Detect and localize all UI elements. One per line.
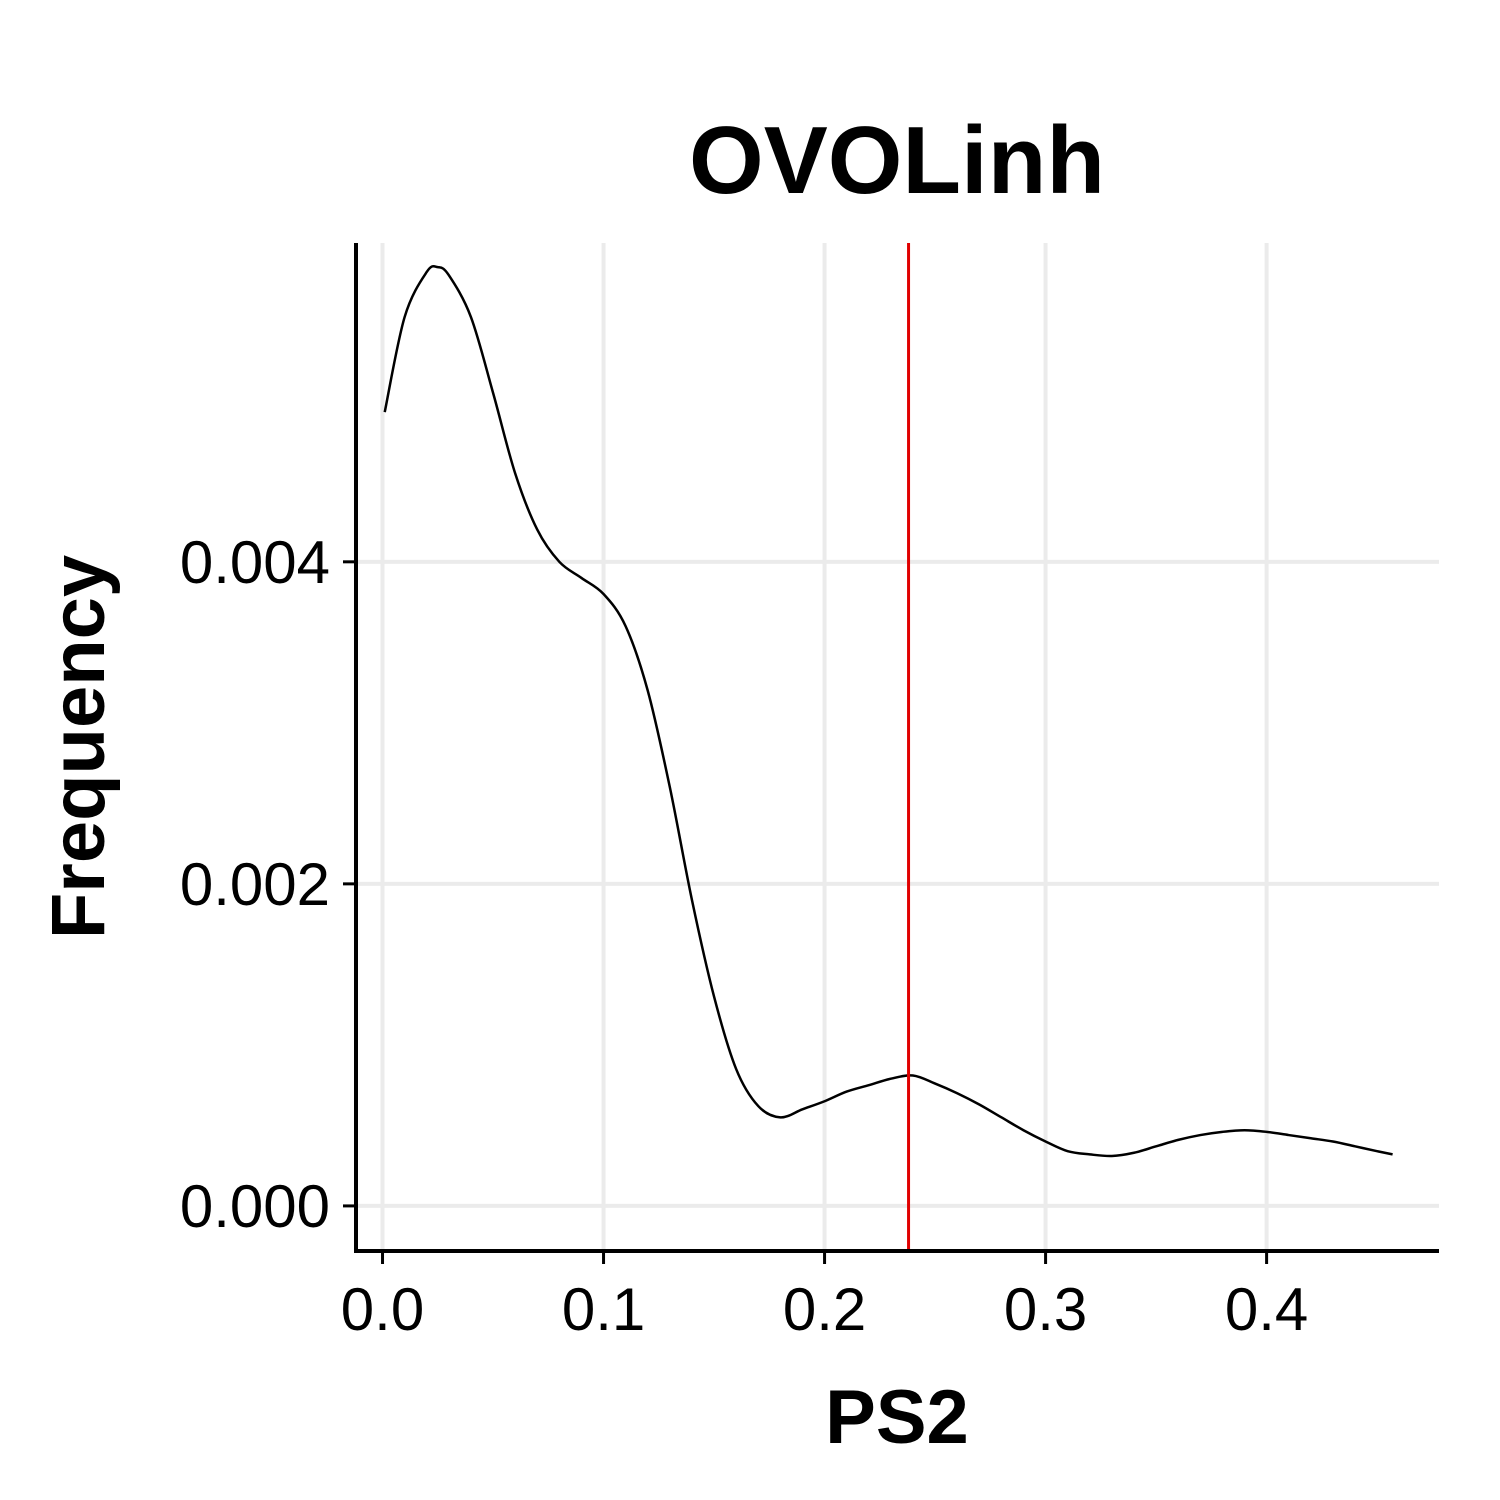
x-gridlines: [380, 243, 1269, 1251]
y-gridlines: [356, 559, 1439, 1208]
x-tick-label-1: 0.1: [562, 1276, 645, 1343]
y-tick-label-1: 0.002: [180, 851, 330, 918]
series-layer: [383, 264, 1393, 1158]
y-tick-label-2: 0.004: [180, 529, 330, 596]
x-axis-ticks: 0.0 0.1 0.2 0.3 0.4: [341, 1251, 1308, 1343]
x-tick-label-0: 0.0: [341, 1276, 424, 1343]
x-tick-label-4: 0.4: [1225, 1276, 1308, 1343]
y-axis-title: Frequency: [36, 555, 121, 939]
y-axis-ticks: 0.000 0.002 0.004: [180, 529, 356, 1240]
x-tick-label-2: 0.2: [783, 1276, 866, 1343]
x-axis-title: PS2: [825, 1375, 969, 1460]
density-curve-0: [383, 264, 1393, 1158]
x-tick-label-3: 0.3: [1004, 1276, 1087, 1343]
y-tick-label-0: 0.000: [180, 1173, 330, 1240]
chart-title: OVOLinh: [689, 107, 1105, 214]
